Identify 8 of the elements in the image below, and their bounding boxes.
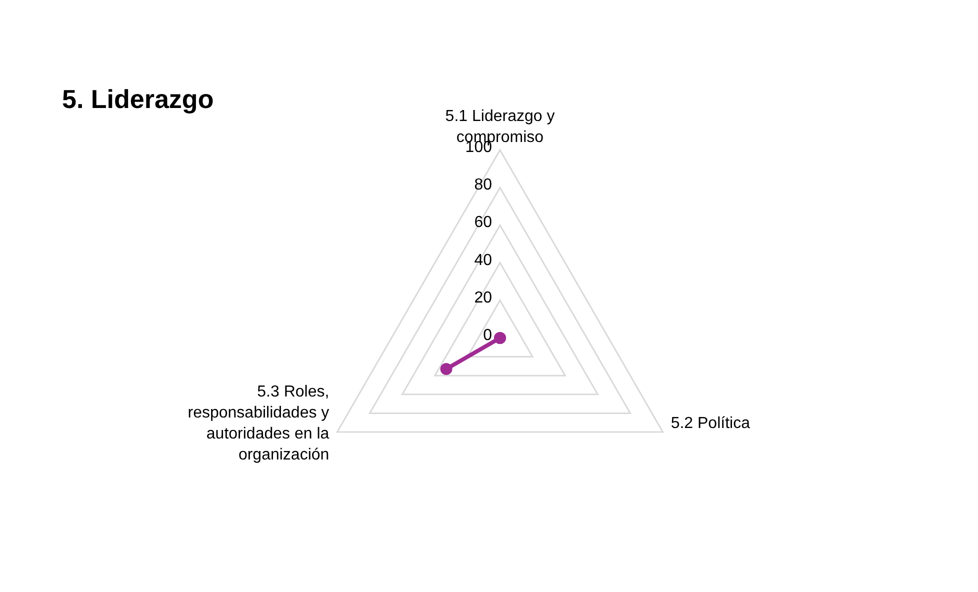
spoke-label: 5.3 Roles, responsabilidades y autoridades en la organización xyxy=(188,384,330,464)
chart-title: 5. Liderazgo xyxy=(62,84,214,114)
y-tick-label: 60 xyxy=(474,214,492,232)
y-tick-label: 20 xyxy=(474,289,492,306)
y-tick-label: 40 xyxy=(474,252,492,269)
spoke-label: 5.2 Política xyxy=(670,415,750,432)
y-tick-label: 0 xyxy=(483,327,492,344)
y-tick-label: 80 xyxy=(474,176,492,194)
